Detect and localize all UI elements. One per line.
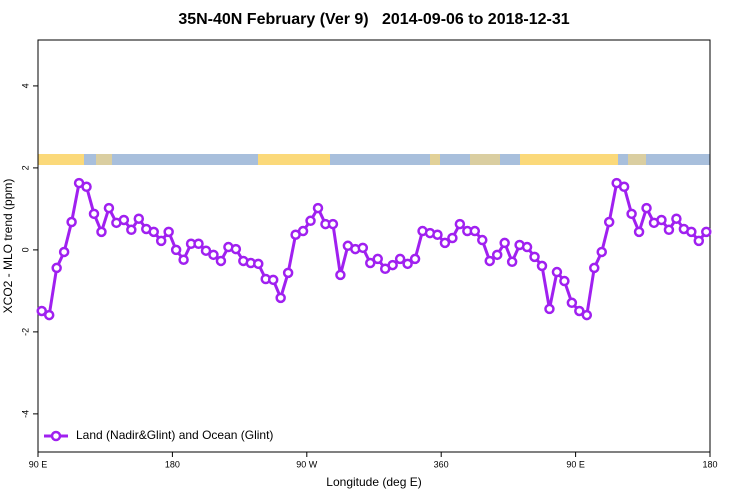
data-point: [574, 305, 585, 317]
land-band: [628, 154, 646, 165]
data-point: [454, 218, 466, 230]
data-point: [103, 202, 115, 214]
data-point: [43, 309, 55, 321]
data-point: [402, 258, 413, 270]
y-axis-label: XCO2 - MLO trend (ppm): [1, 179, 15, 314]
land-band: [430, 154, 440, 165]
data-point: [544, 303, 555, 315]
legend-label: Land (Nadir&Glint) and Ocean (Glint): [76, 428, 273, 442]
land-band: [520, 154, 618, 165]
data-point: [305, 215, 316, 227]
data-point: [118, 214, 130, 226]
land-band: [258, 154, 330, 165]
data-point: [432, 229, 443, 240]
data-point: [499, 237, 510, 249]
data-point: [656, 214, 667, 226]
data-point: [469, 225, 481, 237]
land-band: [38, 154, 84, 165]
data-point: [506, 256, 518, 268]
data-point: [357, 242, 369, 254]
legend-marker: [50, 430, 62, 442]
data-point: [394, 253, 406, 265]
data-point: [671, 213, 682, 224]
data-point: [596, 246, 607, 258]
data-point: [439, 237, 451, 249]
data-point: [230, 243, 242, 255]
data-point: [536, 260, 548, 272]
land-band: [96, 154, 112, 165]
data-point: [529, 251, 540, 263]
data-point: [170, 244, 182, 256]
data-point: [491, 249, 503, 261]
data-point: [663, 224, 675, 236]
y-tick-label: 2: [20, 165, 30, 170]
data-point: [484, 255, 495, 267]
data-point: [275, 292, 286, 304]
data-point: [626, 208, 637, 220]
data-point: [253, 258, 264, 270]
data-point: [66, 216, 77, 228]
data-point: [641, 202, 652, 214]
data-point: [58, 246, 70, 258]
y-tick-label: 0: [20, 247, 30, 252]
data-point: [521, 241, 533, 253]
data-point: [36, 305, 47, 317]
data-point: [559, 275, 570, 287]
data-point: [155, 235, 167, 247]
data-point: [693, 235, 705, 247]
data-point: [447, 232, 458, 244]
data-point: [365, 257, 376, 269]
ocean-band: [38, 154, 710, 165]
data-point: [297, 225, 309, 237]
data-point: [51, 262, 62, 274]
y-tick-label: -4: [20, 410, 30, 418]
y-tick-label: -2: [20, 328, 30, 336]
data-point: [88, 208, 100, 220]
data-point: [387, 259, 398, 271]
x-axis-label: Longitude (deg E): [326, 475, 421, 489]
data-point: [96, 226, 107, 238]
data-point: [589, 262, 600, 274]
data-point: [178, 254, 189, 265]
data-point: [409, 253, 421, 265]
x-tick-label: 180: [165, 459, 180, 469]
data-point: [335, 269, 346, 281]
data-point: [208, 249, 219, 261]
data-point: [126, 224, 137, 236]
data-point: [215, 255, 227, 267]
land-ocean-band: [38, 154, 710, 165]
data-point: [312, 202, 324, 214]
x-tick-label: 360: [434, 459, 449, 469]
data-point: [551, 266, 563, 278]
data-point: [686, 226, 697, 238]
data-point: [81, 181, 92, 193]
data-point: [327, 218, 339, 230]
data-point: [193, 238, 204, 249]
data-point: [477, 234, 488, 246]
x-tick-label: 180: [702, 459, 717, 469]
data-point: [163, 226, 174, 238]
data-point: [566, 297, 578, 309]
data-point: [581, 309, 593, 321]
data-point: [633, 226, 645, 238]
x-tick-label: 90 E: [29, 459, 48, 469]
data-point: [618, 181, 630, 193]
plot-frame: [37, 39, 711, 453]
y-tick-label: 4: [20, 83, 30, 88]
data-point: [282, 267, 294, 279]
land-band: [470, 154, 500, 165]
data-point: [267, 274, 279, 286]
x-tick-label: 90 E: [566, 459, 585, 469]
data-point: [133, 213, 145, 224]
chart-title: 35N-40N February (Ver 9) 2014-09-06 to 2…: [178, 11, 569, 28]
x-tick-label: 90 W: [296, 459, 318, 469]
data-point: [200, 245, 212, 256]
data-point: [701, 226, 712, 238]
data-point: [148, 226, 159, 238]
data-point: [372, 253, 383, 265]
data-point: [603, 216, 615, 228]
